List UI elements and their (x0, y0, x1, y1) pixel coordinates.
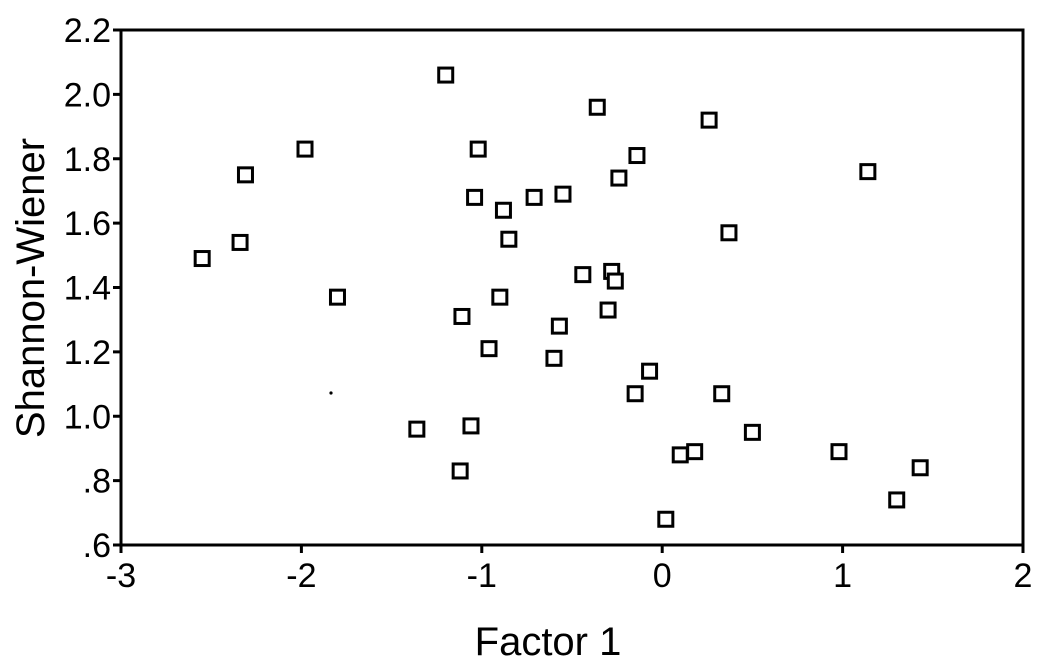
data-point (626, 385, 644, 403)
y-tick-label: 1.8 (64, 141, 111, 179)
data-point (888, 491, 906, 509)
x-axis: -3 -2 -1 0 1 2 (106, 545, 1033, 595)
data-point (500, 230, 518, 248)
x-tick-label: 1 (833, 557, 852, 595)
data-point (466, 188, 484, 206)
data-point (671, 446, 689, 464)
y-tick-label: 1.6 (64, 205, 111, 243)
data-point (236, 166, 254, 184)
data-point (610, 169, 628, 187)
data-point (545, 349, 563, 367)
y-tick-label: .8 (83, 463, 111, 501)
data-point (599, 301, 617, 319)
y-tick-label: 2.0 (64, 76, 111, 114)
x-tick-label: 2 (1014, 557, 1033, 595)
data-point (606, 272, 624, 290)
data-point (686, 443, 704, 461)
data-point (911, 459, 929, 477)
data-point (328, 288, 346, 306)
y-tick-label: .6 (83, 527, 111, 565)
data-point (193, 250, 211, 268)
data-point (588, 98, 606, 116)
data-point (480, 340, 498, 358)
x-axis-title: Factor 1 (475, 620, 622, 664)
x-tick-label: -1 (467, 557, 497, 595)
data-point (525, 188, 543, 206)
data-point (641, 362, 659, 380)
data-point (700, 111, 718, 129)
data-point (574, 266, 592, 284)
plot-frame (119, 28, 1025, 547)
y-tick-label: 1.0 (64, 398, 111, 436)
y-axis-title: Shannon-Wiener (9, 138, 53, 438)
data-point (628, 147, 646, 165)
data-point (408, 420, 426, 438)
data-point (451, 462, 469, 480)
y-tick-label: 1.4 (64, 270, 111, 308)
data-point (469, 140, 487, 158)
data-point (859, 163, 877, 181)
data-point (830, 443, 848, 461)
y-axis: .6 .8 1.0 1.2 1.4 1.6 1.8 2.0 2.2 (64, 12, 121, 565)
x-tick-label: 0 (653, 557, 672, 595)
data-points (193, 66, 929, 528)
x-tick-label: -2 (286, 557, 316, 595)
data-point (462, 417, 480, 435)
y-tick-label: 2.2 (64, 12, 111, 50)
data-point (713, 385, 731, 403)
data-point (437, 66, 455, 84)
data-point (296, 140, 314, 158)
stray-dot (329, 391, 333, 395)
y-tick-label: 1.2 (64, 334, 111, 372)
data-point (231, 233, 249, 251)
data-point (743, 423, 761, 441)
x-tick-label: -3 (106, 557, 136, 595)
data-point (657, 510, 675, 528)
data-point (494, 201, 512, 219)
data-point (720, 224, 738, 242)
data-point (453, 307, 471, 325)
data-point (554, 185, 572, 203)
data-point (550, 317, 568, 335)
data-point (491, 288, 509, 306)
